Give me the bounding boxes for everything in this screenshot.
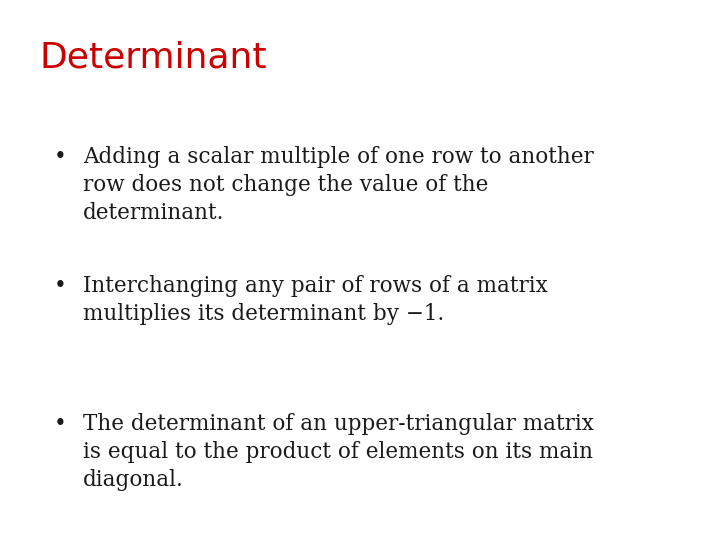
- Text: The determinant of an upper-triangular matrix
is equal to the product of element: The determinant of an upper-triangular m…: [83, 413, 594, 491]
- Text: •: •: [54, 146, 67, 168]
- Text: •: •: [54, 413, 67, 435]
- Text: •: •: [54, 275, 67, 298]
- Text: Determinant: Determinant: [40, 40, 267, 75]
- Text: Adding a scalar multiple of one row to another
row does not change the value of : Adding a scalar multiple of one row to a…: [83, 146, 593, 224]
- Text: Interchanging any pair of rows of a matrix
multiplies its determinant by −1.: Interchanging any pair of rows of a matr…: [83, 275, 547, 325]
